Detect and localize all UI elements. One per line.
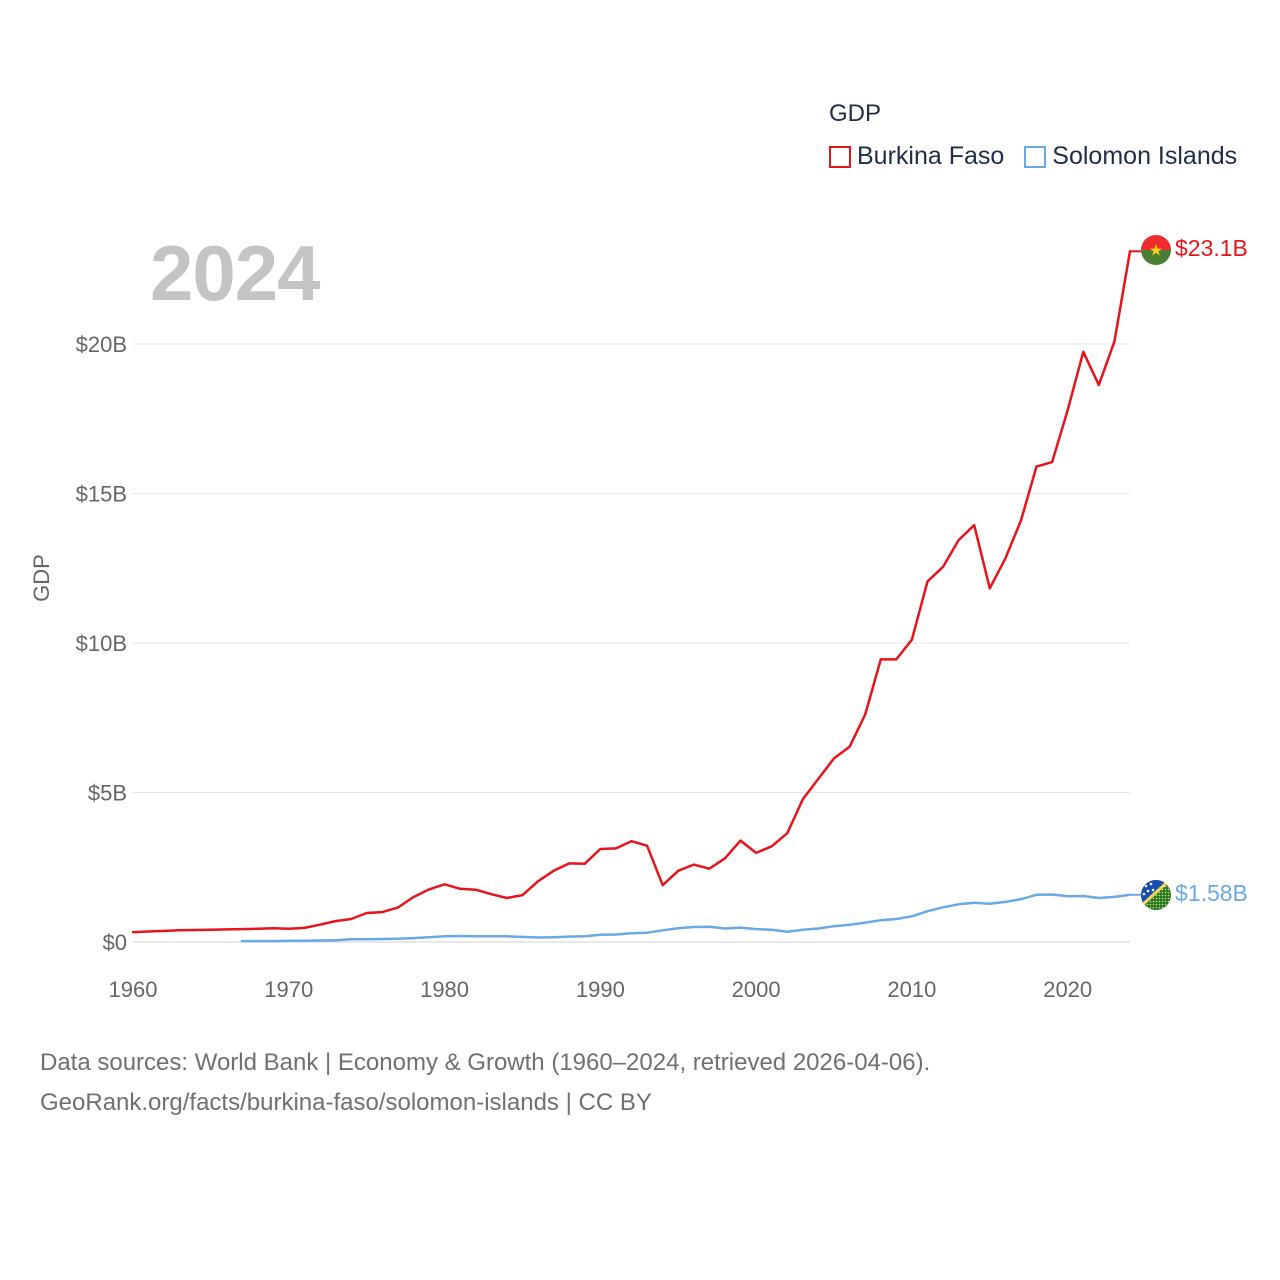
- footer-link[interactable]: GeoRank.org/facts/burkina-faso/solomon-i…: [40, 1089, 652, 1116]
- year-label: 2024: [150, 229, 321, 317]
- y-axis-title: GDP: [29, 554, 54, 602]
- solomon-islands-end-label: $1.58B: [1175, 880, 1248, 906]
- x-tick-label: 2020: [1043, 977, 1092, 1002]
- x-tick-label: 1990: [576, 977, 625, 1002]
- x-tick-label: 1970: [264, 977, 313, 1002]
- x-tick-label: 1960: [109, 977, 158, 1002]
- grid: [133, 343, 1130, 943]
- footer-source: Data sources: World Bank | Economy & Gro…: [40, 1049, 931, 1076]
- footer: Data sources: World Bank | Economy & Gro…: [40, 1043, 930, 1123]
- x-tick-label: 1980: [420, 977, 469, 1002]
- legend-item-burkina-faso[interactable]: Burkina Faso: [829, 142, 1004, 171]
- series: [131, 250, 1141, 943]
- y-tick-label: $5B: [88, 781, 127, 806]
- x-tick-label: 2010: [887, 977, 936, 1002]
- series-line-solomon-islands: [240, 893, 1132, 943]
- legend-swatch-solomon-islands: [1024, 145, 1047, 168]
- y-tick-label: $10B: [76, 631, 127, 656]
- series-line-burkina-faso: [131, 250, 1132, 934]
- y-tick-label: $15B: [76, 482, 127, 507]
- x-tick-label: 2000: [732, 977, 781, 1002]
- solomon-islands-flag-icon: [1141, 880, 1171, 910]
- y-tick-label: $0: [103, 930, 127, 955]
- legend-title: GDP: [829, 100, 882, 127]
- legend-item-solomon-islands[interactable]: Solomon Islands: [1024, 142, 1237, 171]
- legend-label-burkina-faso: Burkina Faso: [857, 142, 1005, 170]
- legend-swatch-burkina-faso: [829, 145, 851, 168]
- legend: Burkina Faso Solomon Islands: [829, 142, 1237, 171]
- legend-label-solomon-islands: Solomon Islands: [1052, 142, 1238, 170]
- axes: $0 $5B $10B $15B $20B 1960 1970 1980 1990 2000 201…: [76, 332, 1093, 1002]
- burkina-faso-flag-icon: [1141, 235, 1171, 265]
- y-tick-label: $20B: [76, 332, 127, 357]
- burkina-faso-end-label: $23.1B: [1175, 235, 1248, 261]
